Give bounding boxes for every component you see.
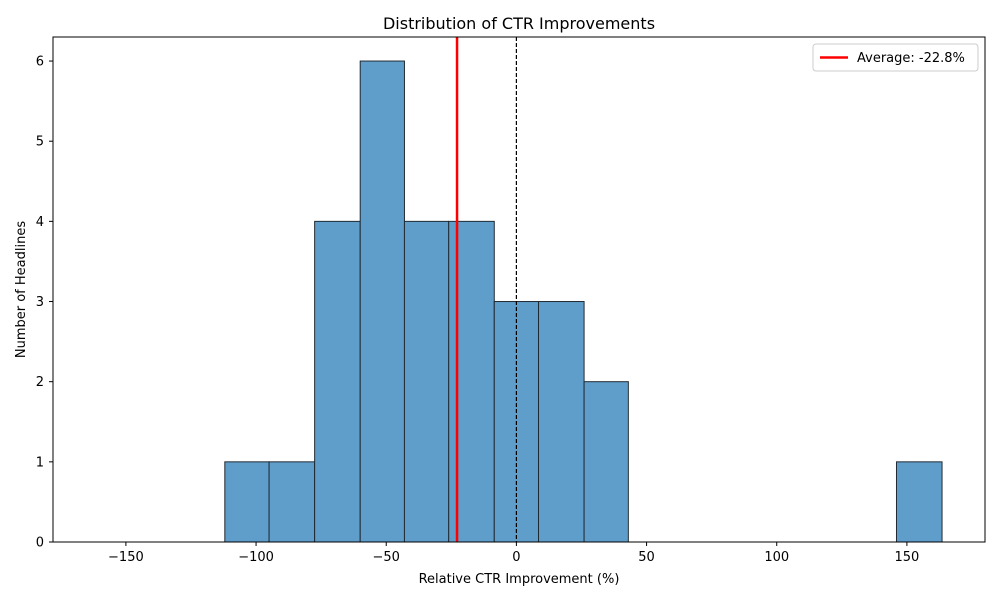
y-tick-label: 2 (36, 375, 44, 390)
y-axis: 0 1 2 3 4 5 6 (36, 55, 53, 551)
histogram-bar (403, 220, 450, 543)
histogram-bar (359, 60, 405, 543)
x-axis: −150 −100 −50 0 50 100 150 (108, 542, 919, 565)
y-axis-title: Number of Headlines (14, 221, 29, 358)
y-tick-label: 6 (36, 55, 44, 70)
x-tick-label: −100 (238, 550, 274, 565)
x-tick-label: −150 (108, 550, 144, 565)
x-axis-title: Relative CTR Improvement (%) (419, 572, 620, 587)
chart-title: Distribution of CTR Improvements (383, 14, 655, 33)
plot-area (224, 37, 943, 543)
histogram-bar (583, 381, 629, 543)
x-tick-label: 0 (512, 550, 520, 565)
y-tick-label: 0 (36, 536, 44, 551)
plot-frame (52, 36, 986, 543)
y-tick-label: 1 (36, 455, 44, 470)
histogram-bar (314, 220, 361, 543)
histogram-bar (268, 461, 316, 543)
y-tick-label: 5 (36, 135, 44, 150)
y-tick-label: 3 (36, 295, 44, 310)
legend-average-label: Average: -22.8% (857, 51, 965, 66)
histogram-bar (448, 220, 495, 543)
x-tick-label: 100 (764, 550, 789, 565)
legend-box (812, 43, 979, 72)
y-tick-label: 4 (36, 215, 44, 230)
histogram-bar (224, 461, 270, 543)
x-tick-label: −50 (373, 550, 400, 565)
x-tick-label: 50 (638, 550, 655, 565)
histogram-bar (895, 461, 943, 543)
histogram-bar (538, 301, 585, 543)
x-tick-label: 150 (894, 550, 919, 565)
legend: Average: -22.8% (812, 43, 979, 72)
